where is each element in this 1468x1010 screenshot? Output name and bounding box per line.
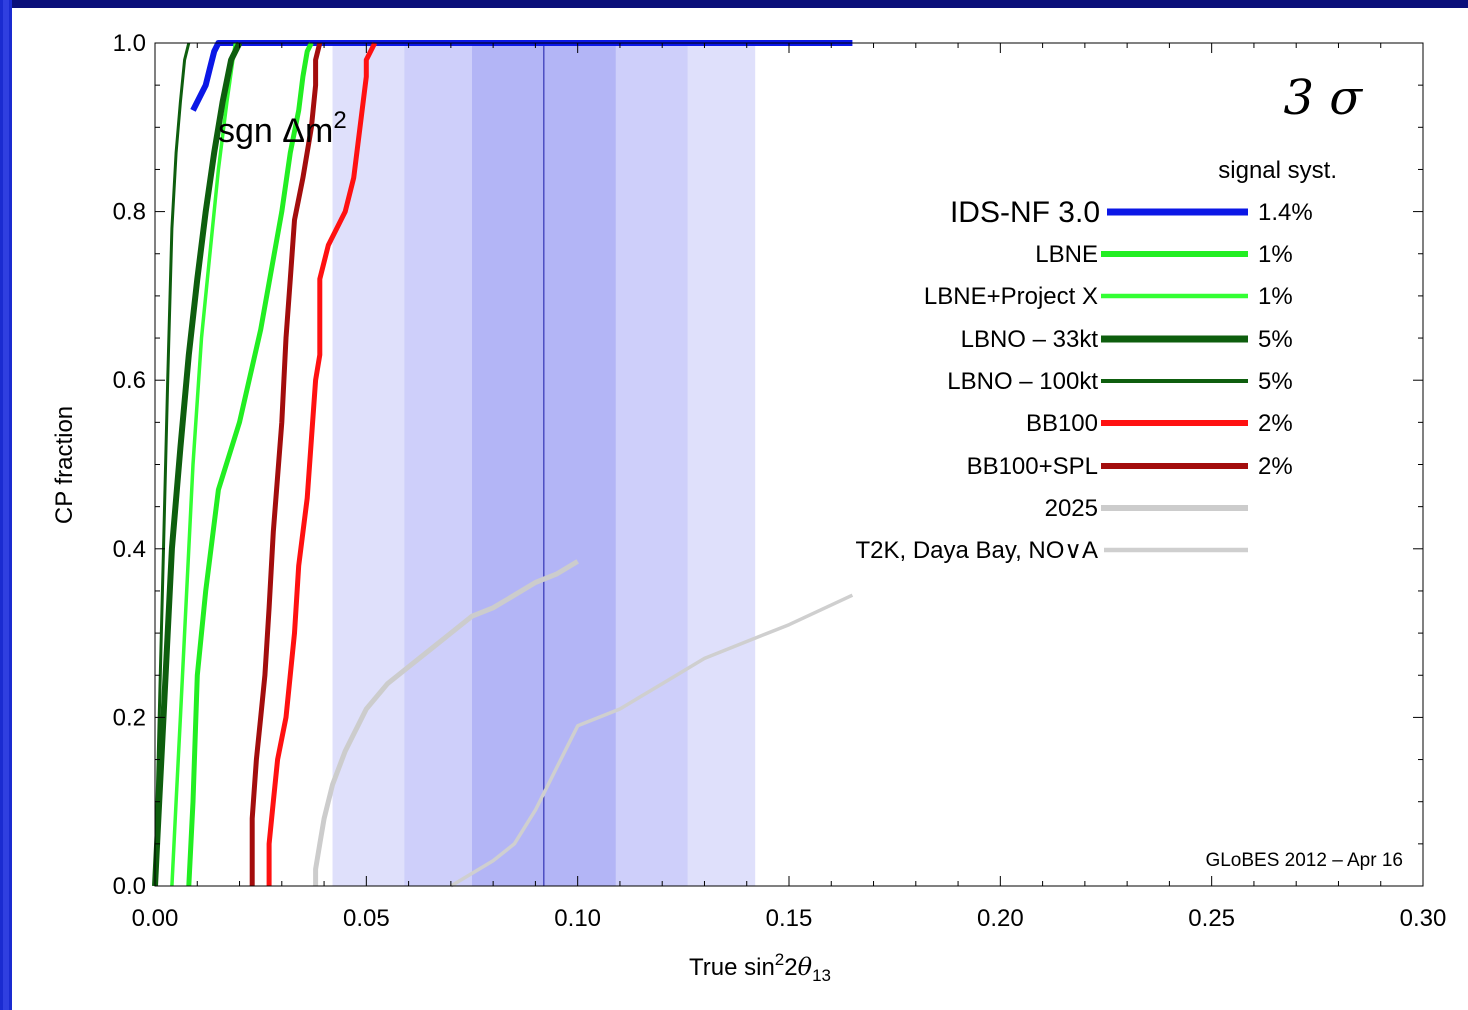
y-tick-label: 1.0 [113, 30, 146, 57]
axis-ticks [154, 42, 1424, 887]
x-tick-label: 0.25 [1188, 905, 1235, 932]
legend-label-0: IDS-NF 3.0 [950, 196, 1100, 229]
legend-label-3: LBNO – 33kt [961, 326, 1099, 353]
legend-label-5: BB100 [1026, 410, 1098, 437]
x-label-sub: 13 [812, 966, 831, 985]
legend-label-7: 2025 [1045, 495, 1098, 522]
sgn-label-main: sgn Δm [218, 112, 333, 150]
series-line-7 [313, 559, 579, 886]
frame-top-bar [0, 0, 1468, 8]
y-tick-label: 0.2 [113, 704, 146, 731]
x-label-sup: 2 [775, 950, 784, 969]
x-tick-label: 0.10 [554, 905, 601, 932]
series-line-1 [186, 41, 314, 887]
y-tick-label: 0.4 [113, 536, 146, 563]
x-tick-label: 0.15 [766, 905, 813, 932]
legend-syst-0: 1.4% [1258, 199, 1313, 226]
x-label-theta: θ [798, 953, 813, 981]
legend: IDS-NF 3.0 1.4% LBNE 1% LBNE+Project X 1% LBNO… [855, 196, 1312, 564]
series-line-6 [249, 42, 323, 886]
series-line-2 [170, 42, 238, 887]
y-tick-label: 0.0 [113, 873, 146, 900]
x-tick-label: 0.20 [977, 905, 1024, 932]
y-tick-label: 0.6 [113, 367, 146, 394]
y-axis-label: CP fraction [51, 406, 78, 524]
legend-syst-2: 1% [1258, 283, 1293, 310]
legend-label-2: LBNE+Project X [924, 283, 1098, 310]
legend-syst-4: 5% [1258, 368, 1293, 395]
legend-label-1: LBNE [1035, 241, 1098, 268]
sigma-label: 3 σ [1283, 70, 1363, 126]
legend-syst-6: 2% [1258, 453, 1293, 480]
y-tick-label: 0.8 [113, 199, 146, 226]
legend-syst-3: 5% [1258, 326, 1293, 353]
legend-header: signal syst. [1218, 157, 1337, 184]
frame-left-bar [0, 0, 12, 1010]
frame-left-stripe [3, 0, 9, 1010]
x-tick-label: 0.30 [1400, 905, 1447, 932]
series-line-4 [153, 42, 191, 887]
legend-label-6: BB100+SPL [967, 453, 1098, 480]
legend-syst-5: 2% [1258, 410, 1293, 437]
credit-label: GLoBES 2012 – Apr 16 [1205, 850, 1403, 871]
legend-label-8: T2K, Daya Bay, NO∨A [855, 537, 1098, 564]
series-line-8 [450, 593, 854, 888]
legend-label-4: LBNO – 100kt [947, 368, 1098, 395]
legend-syst-1: 1% [1258, 241, 1293, 268]
x-label-two: 2 [784, 954, 797, 981]
x-tick-label: 0.00 [132, 905, 179, 932]
axis-tick-labels: 0.00 0.05 0.10 0.15 0.20 0.25 0.30 0.0 0.2 0.4 0.6… [113, 30, 1447, 932]
x-label-sin: True sin [689, 954, 775, 981]
series-line-5 [266, 41, 378, 886]
x-tick-label: 0.05 [343, 905, 390, 932]
sin2-theta13-bands [332, 43, 756, 886]
sgn-dm2-label: sgn Δm2 [218, 107, 347, 150]
sgn-label-sup: 2 [333, 107, 346, 134]
x-axis-label: True sin22θ13 [689, 950, 831, 985]
